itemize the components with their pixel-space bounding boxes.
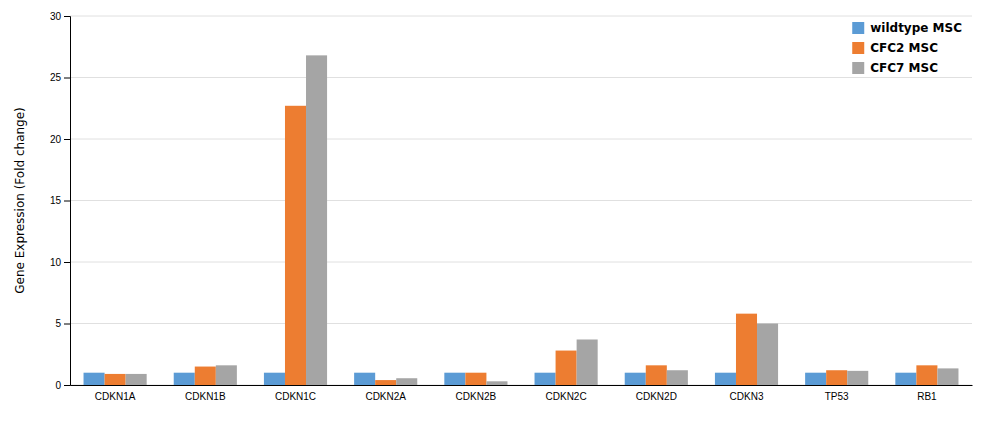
tick: CDKN2A bbox=[365, 385, 406, 402]
grid-line bbox=[70, 139, 972, 140]
bar bbox=[84, 373, 105, 385]
tick: RB1 bbox=[917, 385, 937, 402]
bar bbox=[465, 373, 486, 385]
bar-series bbox=[126, 55, 959, 385]
grid-line bbox=[70, 16, 972, 17]
bar bbox=[625, 373, 646, 385]
tick-label: CDKN1C bbox=[275, 391, 316, 402]
bar bbox=[826, 370, 847, 385]
legend-item: CFC2 MSC bbox=[852, 41, 938, 55]
tick-label: 5 bbox=[55, 318, 61, 329]
tick: CDKN1B bbox=[185, 385, 226, 402]
bar bbox=[736, 314, 757, 385]
tick-mark bbox=[64, 16, 70, 17]
grid-line bbox=[70, 323, 972, 324]
tick-label: 0 bbox=[55, 380, 61, 391]
tick: CDKN2B bbox=[456, 385, 497, 402]
chart: 051015202530CDKN1ACDKN1BCDKN1CCDKN2ACDKN… bbox=[0, 0, 992, 421]
tick-mark bbox=[64, 385, 70, 386]
legend-label: CFC7 MSC bbox=[870, 61, 938, 75]
bar bbox=[444, 373, 465, 385]
tick: 10 bbox=[50, 257, 70, 268]
bar bbox=[486, 381, 507, 385]
legend-label: wildtype MSC bbox=[870, 21, 962, 35]
tick-label: 30 bbox=[50, 11, 62, 22]
bar bbox=[126, 374, 147, 385]
bar bbox=[264, 373, 285, 385]
tick: CDKN2D bbox=[636, 385, 677, 402]
tick-label: CDKN2B bbox=[456, 391, 497, 402]
bar bbox=[174, 373, 195, 385]
legend-swatch bbox=[852, 42, 864, 54]
bar bbox=[847, 371, 868, 385]
bar-series bbox=[105, 106, 938, 385]
bar bbox=[354, 373, 375, 385]
legend-item: wildtype MSC bbox=[852, 21, 962, 35]
bar bbox=[216, 365, 237, 385]
tick: 0 bbox=[55, 380, 70, 391]
tick: TP53 bbox=[825, 385, 849, 402]
tick-mark bbox=[64, 78, 70, 79]
legend-swatch bbox=[852, 62, 864, 74]
tick-mark bbox=[64, 262, 70, 263]
tick: 30 bbox=[50, 11, 70, 22]
tick-label: CDKN2A bbox=[365, 391, 406, 402]
tick-label: CDKN2D bbox=[636, 391, 677, 402]
bar bbox=[396, 378, 417, 385]
bar bbox=[667, 370, 688, 385]
bar bbox=[715, 373, 736, 385]
bar bbox=[285, 106, 306, 385]
bar bbox=[916, 365, 937, 385]
axis-line bbox=[71, 385, 973, 386]
tick-mark bbox=[64, 324, 70, 325]
bar bbox=[306, 55, 327, 385]
tick-label: 15 bbox=[50, 195, 62, 206]
tick: 20 bbox=[50, 134, 70, 145]
tick: 25 bbox=[50, 72, 70, 83]
legend: wildtype MSC CFC2 MSC CFC7 MSC bbox=[852, 21, 962, 75]
tick-label: CDKN1A bbox=[95, 391, 136, 402]
bar bbox=[805, 373, 826, 385]
bar bbox=[375, 380, 396, 385]
tick-mark bbox=[64, 201, 70, 202]
bar bbox=[895, 373, 916, 385]
tick-label: 10 bbox=[50, 257, 62, 268]
bars bbox=[84, 55, 959, 385]
grid-line bbox=[70, 262, 972, 263]
x-axis: CDKN1A CDKN1B CDKN1C CDKN2A CDKN2B CDKN2C CDKN… bbox=[71, 385, 973, 402]
legend-swatch bbox=[852, 22, 864, 34]
y-axis: 0 5 10 15 20 25 30 bbox=[50, 11, 71, 391]
tick-label: CDKN3 bbox=[730, 391, 764, 402]
legend-item: CFC7 MSC bbox=[852, 61, 938, 75]
tick-label: CDKN2C bbox=[546, 391, 587, 402]
y-axis-title: Gene Expression (Fold change) bbox=[13, 107, 27, 294]
tick: CDKN3 bbox=[730, 385, 764, 402]
plot: 051015202530CDKN1ACDKN1BCDKN1CCDKN2ACDKN… bbox=[50, 11, 973, 402]
bar bbox=[105, 374, 126, 385]
bar bbox=[195, 367, 216, 385]
tick-label: TP53 bbox=[825, 391, 849, 402]
bar bbox=[757, 324, 778, 386]
legend-label: CFC2 MSC bbox=[870, 41, 938, 55]
tick: 15 bbox=[50, 195, 70, 206]
grid-line bbox=[70, 200, 972, 201]
bar bbox=[535, 373, 556, 385]
tick: CDKN2C bbox=[546, 385, 587, 402]
grid-line bbox=[70, 77, 972, 78]
tick: CDKN1A bbox=[95, 385, 136, 402]
tick: CDKN1C bbox=[275, 385, 316, 402]
tick-label: 20 bbox=[50, 134, 62, 145]
tick-label: RB1 bbox=[917, 391, 937, 402]
bar bbox=[646, 365, 667, 385]
bar bbox=[556, 351, 577, 385]
grid bbox=[70, 16, 972, 385]
tick: 5 bbox=[55, 318, 70, 329]
tick-label: 25 bbox=[50, 72, 62, 83]
bar bbox=[577, 339, 598, 385]
axis-line bbox=[64, 17, 71, 386]
tick-label: CDKN1B bbox=[185, 391, 226, 402]
bar bbox=[937, 368, 958, 385]
tick-mark bbox=[64, 139, 70, 140]
